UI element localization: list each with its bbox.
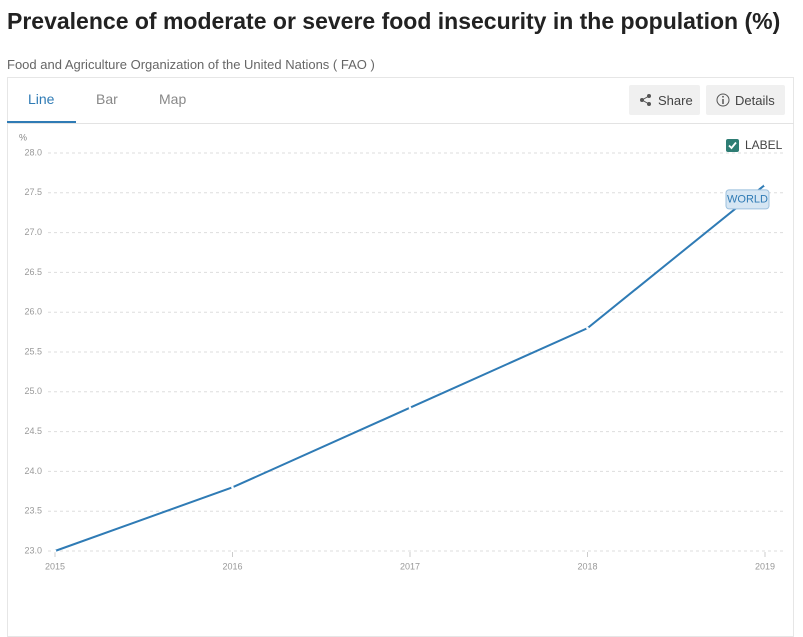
y-tick-label: 23.5 <box>24 506 42 516</box>
subtitle: Food and Agriculture Organization of the… <box>7 57 375 72</box>
label-toggle-text: LABEL <box>745 138 783 152</box>
tab[interactable]: Bar <box>96 91 118 107</box>
tab-bar: Line Bar Map Share Details <box>7 77 794 124</box>
y-tick-label: 23.0 <box>24 545 42 555</box>
info-icon <box>716 93 730 107</box>
y-tick-label: 27.0 <box>24 227 42 237</box>
chart: 2019 2018 2017 2016 2015 28.0 27.5 27.0 26.5 26.0… <box>19 132 783 571</box>
series-label: WORLD <box>727 194 768 206</box>
point <box>763 183 767 187</box>
point <box>231 486 234 489</box>
y-tick-label: 24.5 <box>24 426 42 436</box>
y-axis-label: % <box>19 132 27 142</box>
x-tick-label: 2017 <box>400 561 420 571</box>
x-tick-label: 2015 <box>45 561 65 571</box>
page: Prevalence of moderate or severe food in… <box>7 8 794 637</box>
x-tick-label: 2019 <box>755 561 775 571</box>
point <box>53 549 57 553</box>
point <box>586 326 589 330</box>
tab[interactable]: Line <box>28 91 55 107</box>
y-tick-label: 25.0 <box>24 386 42 396</box>
share-button[interactable]: Share <box>629 85 700 115</box>
details-label: Details <box>735 92 775 108</box>
details-button[interactable]: Details <box>706 85 785 115</box>
y-tick-label: 28.0 <box>24 147 42 157</box>
y-tick-label: 25.5 <box>24 346 42 356</box>
y-tick-label: 24.0 <box>24 466 42 476</box>
y-tick-label: 27.5 <box>24 187 42 197</box>
x-tick-label: 2018 <box>577 561 597 571</box>
tab[interactable]: Map <box>159 91 187 107</box>
check-mark <box>728 141 737 150</box>
share-label: Share <box>658 92 693 108</box>
series-label-box <box>725 189 770 210</box>
y-tick-label: 26.5 <box>24 267 42 277</box>
series-line <box>54 184 766 552</box>
x-tick-label: 2016 <box>222 561 242 571</box>
point <box>408 406 412 410</box>
share-icon <box>640 94 651 106</box>
title: Prevalence of moderate or severe food in… <box>7 8 781 34</box>
y-tick-label: 26.0 <box>24 307 42 317</box>
active-tab-underline <box>7 121 76 123</box>
